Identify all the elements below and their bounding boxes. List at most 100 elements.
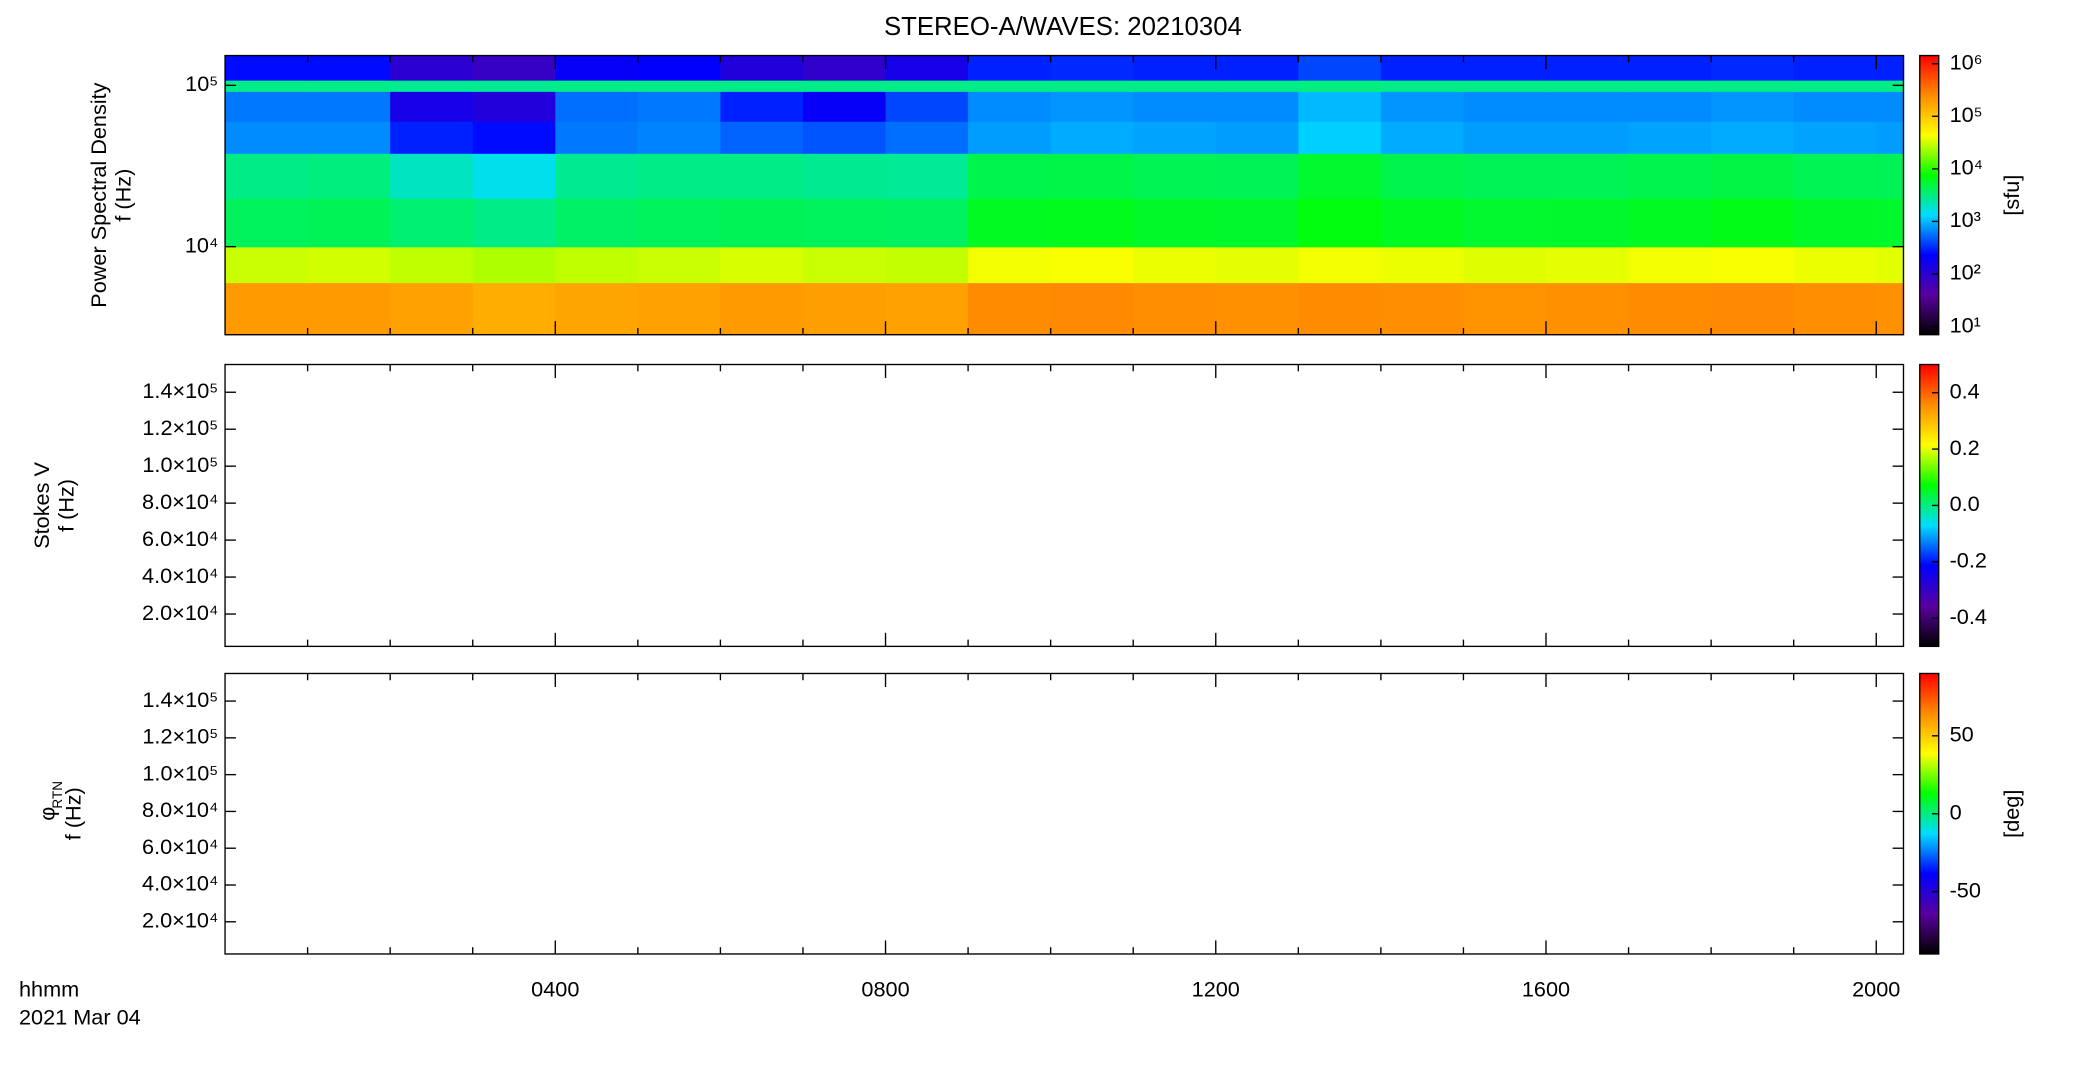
colorbar-tick-label: 0.2 [1950,435,1980,460]
heatmap-cell [1546,91,1630,122]
heatmap-cell [968,198,1052,248]
heatmap-cell [1546,55,1630,81]
heatmap-cell [720,198,804,248]
heatmap-cell [555,246,639,284]
y-tick-label: 10⁵ [185,71,218,96]
y-tick-label: 1.2×10⁵ [142,415,218,440]
y-tick-label: 6.0×10⁴ [142,834,218,859]
heatmap-cell [1711,246,1795,284]
heatmap-cell [802,121,887,154]
heatmap-cell [637,153,722,199]
heatmap-cell [1050,121,1134,154]
heatmap-cell [1546,198,1630,248]
heatmap-cell [1380,121,1465,154]
heatmap-cell [1133,121,1217,154]
heatmap-cell [1298,282,1382,336]
heatmap-cell [1793,282,1877,336]
heatmap-cell [637,282,722,336]
colorbar-tick-label: 10² [1950,260,1981,285]
heatmap-cell [1133,198,1217,248]
colorbar [1919,54,1940,336]
date-label: 2021 Mar 04 [19,1005,141,1030]
heatmap-cell [1463,246,1547,284]
heatmap-cell [1463,198,1547,248]
heatmap-cell [1876,55,1905,81]
heatmap-cell [555,55,639,81]
y-axis-label: f (Hz) [60,787,85,840]
heatmap-cell [390,198,474,248]
heatmap-cell [1463,153,1547,199]
heatmap-cell [1380,79,1465,92]
heatmap-cell [225,79,309,92]
heatmap-cell [720,153,804,199]
heatmap-cell [225,121,309,154]
heatmap-cell [968,79,1052,92]
heatmap-cell [1793,91,1877,122]
colorbar-tick-label: 10⁶ [1950,49,1983,74]
heatmap-cell [1298,246,1382,284]
heatmap-cell [555,282,639,336]
heatmap-cell [802,282,887,336]
heatmap-cell [637,79,722,92]
heatmap-cell [1050,79,1134,92]
y-tick-label: 4.0×10⁴ [142,563,218,588]
y-tick-label: 1.0×10⁵ [142,760,218,785]
heatmap-cell [1463,55,1547,81]
panel-frame [224,54,1905,336]
heatmap-cell [720,282,804,336]
heatmap-cell [1133,282,1217,336]
heatmap-cell [885,246,969,284]
x-tick-label: 2000 [1852,976,1900,1001]
heatmap-cell [1380,55,1465,81]
heatmap-cell [472,55,556,81]
heatmap-cell [1050,246,1134,284]
y-axis-label: Stokes V [29,462,54,549]
heatmap-cell [1711,79,1795,92]
heatmap-cell [1793,79,1877,92]
heatmap-cell [555,198,639,248]
heatmap-cell [1215,198,1300,248]
heatmap-cell [885,79,969,92]
heatmap-cell [1215,246,1300,284]
colorbar-tick-label: 10⁴ [1950,155,1983,180]
heatmap-cell [307,198,391,248]
heatmap-cell [1628,79,1712,92]
heatmap-cell [1628,282,1712,336]
heatmap-cell [1380,282,1465,336]
heatmap-cell [390,282,474,336]
heatmap-cell [968,282,1052,336]
heatmap-cell [1876,153,1905,199]
heatmap-cell [555,91,639,122]
heatmap-cell [1463,79,1547,92]
y-tick-label: 6.0×10⁴ [142,526,218,551]
heatmap-cell [307,79,391,92]
heatmap-cell [1876,121,1905,154]
y-tick-label: 2.0×10⁴ [142,908,218,933]
y-axis-label: φ [35,807,60,821]
heatmap-cell [1793,246,1877,284]
heatmap-cell [1793,55,1877,81]
heatmap-cell [885,121,969,154]
heatmap-cell [555,121,639,154]
heatmap-cell [1380,198,1465,248]
heatmap-cell [1546,246,1630,284]
y-tick-label: 1.0×10⁵ [142,452,218,477]
heatmap-cell [1711,55,1795,81]
heatmap-cell [472,91,556,122]
heatmap-cell [1628,91,1712,122]
heatmap-cell [1463,121,1547,154]
colorbar-tick-label: 50 [1950,722,1974,747]
heatmap-cell [637,91,722,122]
y-tick-label: 4.0×10⁴ [142,871,218,896]
heatmap-cell [1546,153,1630,199]
heatmap-cell [885,55,969,81]
x-tick-label: 0400 [531,976,579,1001]
heatmap-cell [1463,282,1547,336]
heatmap-cell [390,79,474,92]
heatmap-cell [637,55,722,81]
y-tick-label: 8.0×10⁴ [142,489,218,514]
heatmap-cell [390,91,474,122]
heatmap-cell [472,198,556,248]
heatmap-cell [1876,282,1905,336]
heatmap-cell [1298,153,1382,199]
